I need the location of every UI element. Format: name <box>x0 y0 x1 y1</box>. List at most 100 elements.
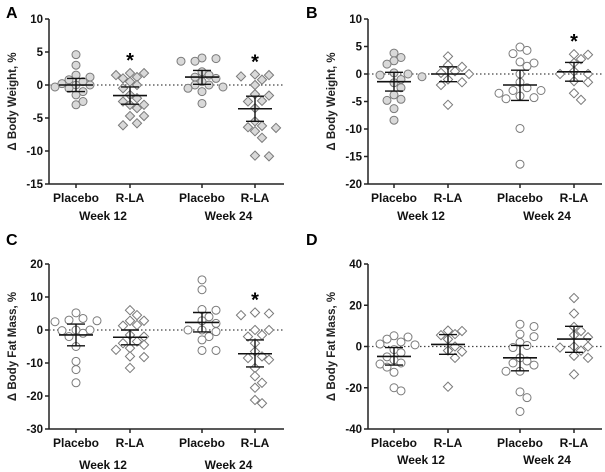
y-tick-label: 20 <box>349 300 362 312</box>
x-tick-label: Placebo <box>179 436 225 450</box>
data-point-circle <box>183 83 193 93</box>
x-tick-label: Placebo <box>371 436 417 450</box>
data-point-diamond <box>131 117 143 129</box>
data-point-circle <box>71 365 81 375</box>
data-point-circle <box>417 72 427 82</box>
y-axis-label: Δ Body Fat Mass, % <box>326 292 338 401</box>
y-tick-label: 5 <box>37 47 44 59</box>
data-point-diamond <box>568 87 580 99</box>
data-point-diamond <box>249 150 261 161</box>
data-point-diamond <box>110 69 122 81</box>
data-point-circle <box>508 343 518 353</box>
data-point-diamond <box>256 74 268 86</box>
data-point-circle <box>515 123 525 133</box>
group-r-la-week24: * <box>235 290 275 409</box>
data-point-diamond <box>582 49 594 61</box>
data-point-circle <box>494 88 504 98</box>
x-tick-label: R-LA <box>434 191 463 205</box>
data-point-circle <box>396 337 406 347</box>
significance-marker: * <box>570 31 578 53</box>
week-label: Week 24 <box>205 209 253 223</box>
data-point-circle <box>382 362 392 372</box>
data-point-diamond <box>263 69 275 81</box>
data-point-diamond <box>117 96 129 107</box>
data-point-diamond <box>138 351 150 363</box>
y-axis-label: Δ Body Weight, % <box>326 52 338 150</box>
group-r-la-week12 <box>110 304 150 374</box>
y-tick-label: -10 <box>26 358 43 370</box>
group-placebo-week24 <box>494 42 546 169</box>
group-r-la-week24: * <box>235 51 282 162</box>
week-label: Week 12 <box>79 458 127 472</box>
data-point-circle <box>515 319 525 329</box>
x-tick-label: Placebo <box>371 191 417 205</box>
data-point-diamond <box>582 352 594 364</box>
data-point-diamond <box>117 119 129 131</box>
y-tick-label: -10 <box>345 124 362 136</box>
panel-c: C Δ Body Fat Mass, % 20 10 0 -10 -20 -30 Placebo… <box>6 232 284 472</box>
data-point-diamond <box>124 304 136 316</box>
data-point-circle <box>71 356 81 366</box>
panel-letter: B <box>306 5 318 22</box>
data-point-diamond <box>249 69 261 80</box>
data-point-diamond <box>124 362 136 374</box>
data-point-circle <box>536 86 546 95</box>
data-point-diamond <box>124 315 136 327</box>
data-point-diamond <box>435 67 447 79</box>
data-point-circle <box>211 345 221 355</box>
significance-marker: * <box>251 51 259 73</box>
y-tick-label: 20 <box>30 259 43 271</box>
y-tick-label: 0 <box>37 325 43 337</box>
y-tick-label: 10 <box>30 292 43 304</box>
data-point-diamond <box>235 71 247 82</box>
data-point-diamond <box>263 308 275 319</box>
x-tick-label: R-LA <box>116 436 145 450</box>
panel-letter: A <box>6 5 18 22</box>
data-point-circle <box>396 348 406 358</box>
data-point-circle <box>529 360 539 370</box>
data-point-circle <box>522 393 532 403</box>
data-point-diamond <box>235 309 247 321</box>
data-point-circle <box>375 70 385 80</box>
x-tick-label: Placebo <box>497 191 543 205</box>
data-point-circle <box>197 285 207 295</box>
data-point-diamond <box>456 325 468 337</box>
data-point-diamond <box>442 99 454 111</box>
group-r-la-week12: * <box>110 50 150 131</box>
data-point-circle <box>522 45 532 55</box>
data-point-diamond <box>575 53 587 65</box>
data-point-diamond <box>256 120 268 132</box>
data-point-diamond <box>568 350 580 362</box>
data-point-circle <box>211 327 221 337</box>
data-point-diamond <box>263 150 275 162</box>
data-point-diamond <box>456 76 468 88</box>
panel-letter: C <box>6 232 18 249</box>
data-point-circle <box>211 305 221 315</box>
data-point-diamond <box>263 354 275 366</box>
x-tick-label: Placebo <box>179 191 225 205</box>
data-point-circle <box>501 366 511 376</box>
data-point-circle <box>64 315 74 325</box>
data-point-circle <box>396 386 406 396</box>
data-point-circle <box>50 82 60 92</box>
data-point-circle <box>218 82 228 92</box>
y-tick-label: 10 <box>30 14 43 26</box>
y-tick-label: -40 <box>345 424 362 436</box>
data-point-circle <box>515 406 525 416</box>
group-placebo-week24 <box>183 275 221 355</box>
panel-a: A Δ Body Weight, % 10 5 0 -5 -10 -15 Placebo R-LA… <box>6 5 284 223</box>
data-point-diamond <box>138 339 150 351</box>
data-point-diamond <box>568 308 580 319</box>
data-point-diamond <box>442 381 454 393</box>
group-r-la-week24 <box>554 292 594 380</box>
panel-d: D Δ Body Fat Mass, % 40 20 0 -20 -40 Placebo R-L… <box>306 232 602 467</box>
group-placebo-week12 <box>375 331 420 396</box>
data-point-diamond <box>249 307 261 318</box>
data-point-diamond <box>263 90 275 101</box>
data-point-circle <box>71 100 81 110</box>
x-tick-label: R-LA <box>116 191 145 205</box>
data-point-diamond <box>131 309 143 321</box>
data-point-circle <box>389 104 399 114</box>
y-tick-label: -30 <box>26 424 43 436</box>
